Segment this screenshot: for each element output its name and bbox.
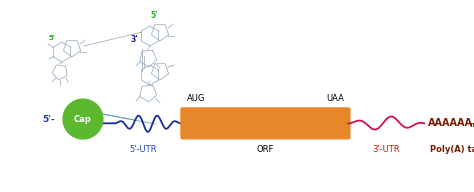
Text: UAA: UAA [327, 94, 345, 103]
FancyBboxPatch shape [181, 108, 350, 139]
Text: ORF: ORF [257, 145, 274, 154]
Text: 5': 5' [150, 12, 158, 21]
Text: n: n [469, 122, 474, 128]
Text: 3'-UTR: 3'-UTR [373, 145, 400, 154]
Text: AAAAAA: AAAAAA [428, 118, 473, 128]
Text: 5'-: 5'- [42, 115, 55, 123]
Text: 5': 5' [49, 35, 55, 41]
Text: 5'-UTR: 5'-UTR [129, 145, 156, 154]
Text: Poly(A) tail: Poly(A) tail [430, 145, 474, 154]
Circle shape [63, 99, 103, 139]
Text: Cap: Cap [74, 115, 92, 123]
Text: AUG: AUG [186, 94, 205, 103]
Text: 3': 3' [130, 36, 138, 45]
